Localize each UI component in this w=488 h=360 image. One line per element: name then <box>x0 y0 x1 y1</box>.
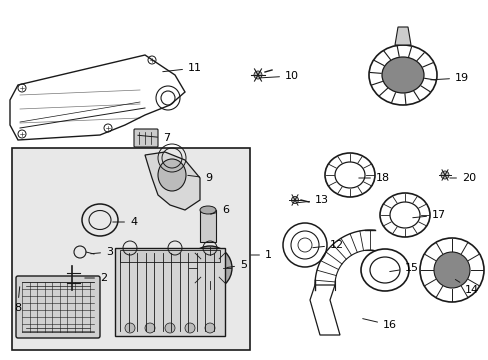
Text: 1: 1 <box>250 250 271 260</box>
Text: 3: 3 <box>91 247 113 257</box>
Text: 2: 2 <box>84 273 107 283</box>
Text: 7: 7 <box>138 133 170 143</box>
Text: 15: 15 <box>389 263 418 273</box>
Ellipse shape <box>200 206 216 214</box>
Bar <box>12 148 249 350</box>
Circle shape <box>291 197 298 203</box>
Ellipse shape <box>158 159 185 191</box>
Text: 5: 5 <box>226 260 246 270</box>
Text: 11: 11 <box>163 63 202 73</box>
Text: 6: 6 <box>210 205 228 215</box>
Text: 8: 8 <box>14 287 21 313</box>
Text: 19: 19 <box>430 73 468 83</box>
Bar <box>200 210 216 242</box>
Text: 13: 13 <box>297 195 328 205</box>
FancyBboxPatch shape <box>16 276 100 338</box>
Text: 17: 17 <box>412 210 445 220</box>
Text: 14: 14 <box>454 279 478 295</box>
Circle shape <box>125 323 135 333</box>
Circle shape <box>204 323 215 333</box>
Text: 16: 16 <box>362 319 396 330</box>
Circle shape <box>253 71 262 79</box>
Text: 20: 20 <box>449 173 475 183</box>
Text: 12: 12 <box>312 240 344 250</box>
Circle shape <box>433 252 469 288</box>
Polygon shape <box>394 27 410 45</box>
Polygon shape <box>145 152 200 210</box>
Bar <box>120 250 220 262</box>
Circle shape <box>145 323 155 333</box>
Text: 4: 4 <box>113 217 137 227</box>
Circle shape <box>440 171 448 179</box>
Text: 10: 10 <box>260 71 298 81</box>
Circle shape <box>187 246 231 290</box>
Bar <box>115 248 224 336</box>
Ellipse shape <box>381 57 423 93</box>
Text: 18: 18 <box>358 173 389 183</box>
Circle shape <box>164 323 175 333</box>
Text: 9: 9 <box>187 173 212 183</box>
Circle shape <box>201 259 219 277</box>
FancyBboxPatch shape <box>134 129 158 147</box>
Circle shape <box>184 323 195 333</box>
